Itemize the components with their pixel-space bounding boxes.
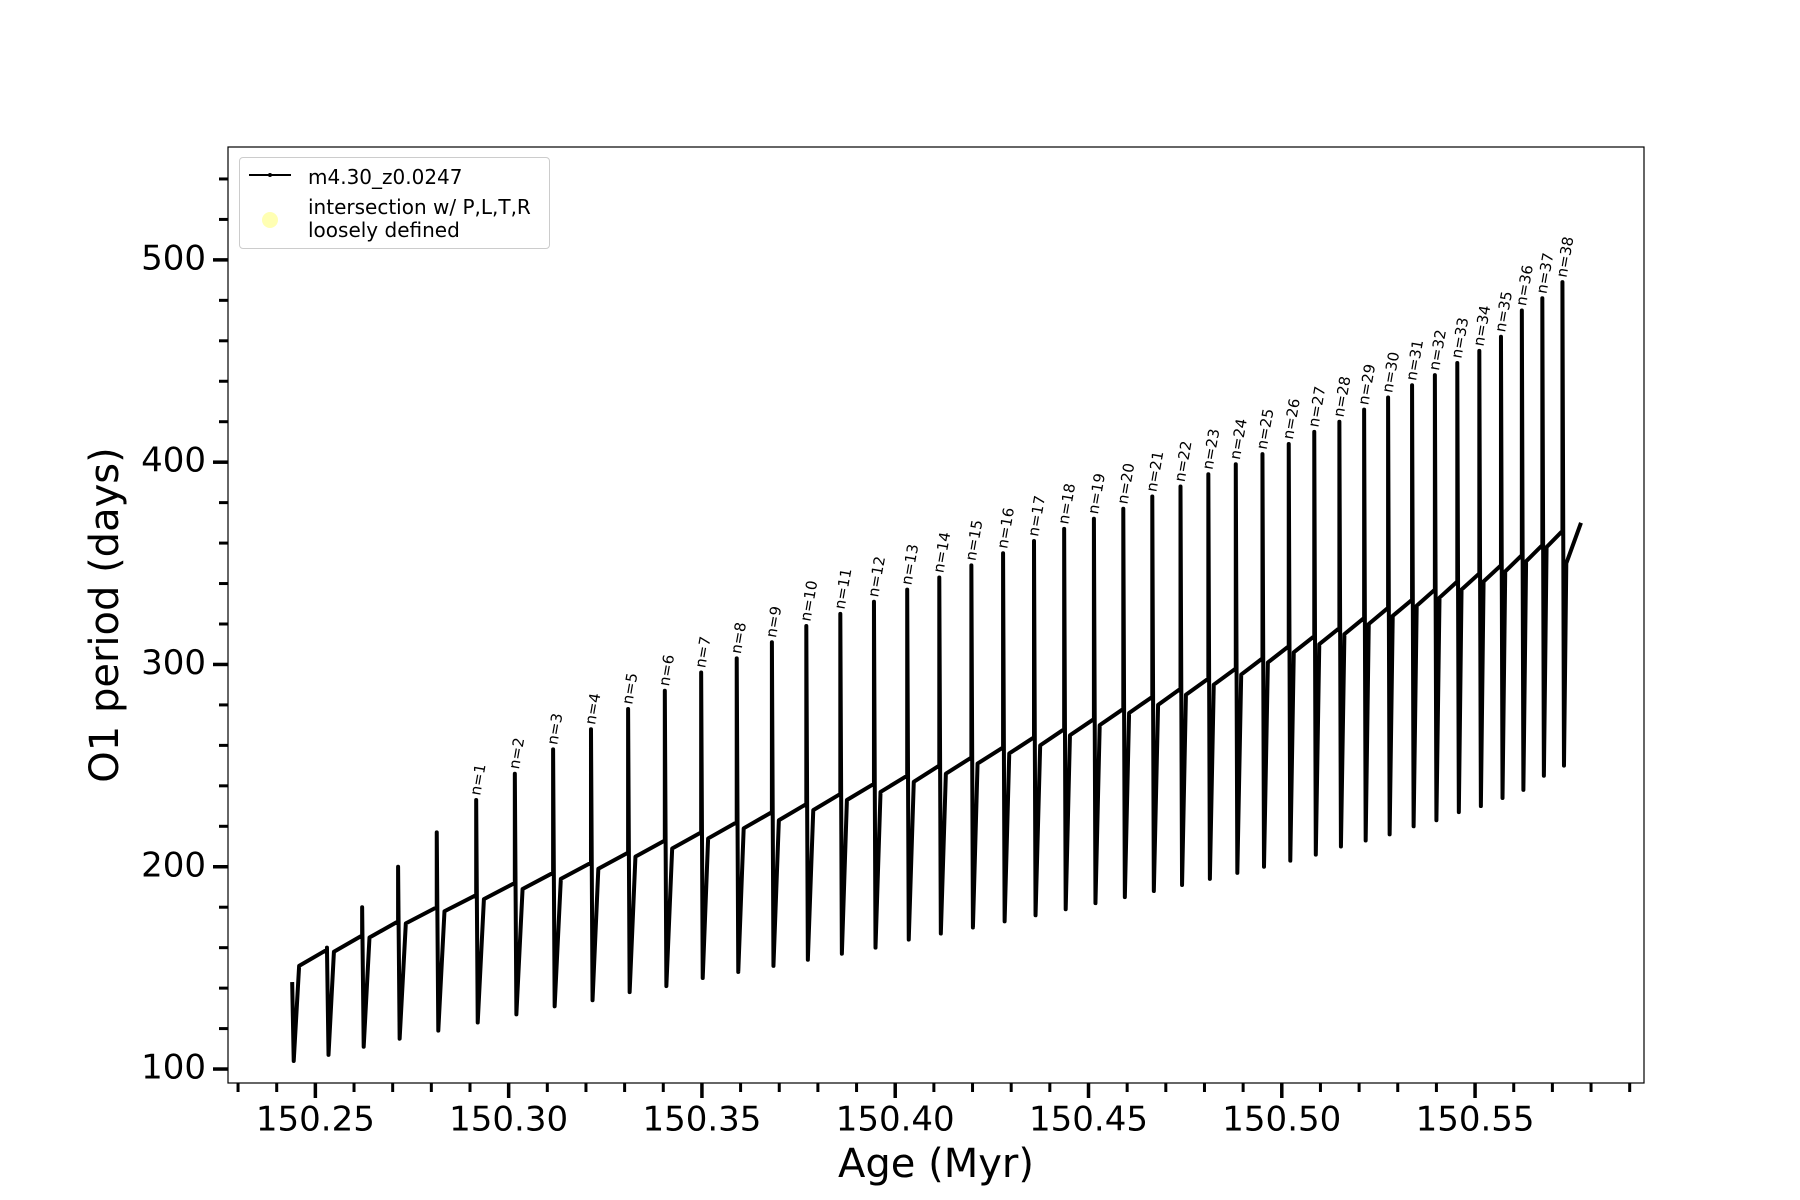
- x-axis-label: Age (Myr): [838, 1141, 1034, 1187]
- annotation: n=13: [897, 543, 922, 587]
- annotation: n=29: [1354, 363, 1379, 407]
- annotation: n=33: [1448, 316, 1473, 360]
- annotation-label: n=33: [1448, 316, 1473, 360]
- annotation: n=18: [1054, 482, 1079, 526]
- x-tick-label: 150.25: [256, 1100, 375, 1140]
- annotation-label: n=20: [1114, 462, 1139, 506]
- annotation-label: n=13: [897, 543, 922, 587]
- annotation: n=38: [1553, 235, 1578, 279]
- data-line: [290, 280, 1583, 1063]
- annotation-label: n=14: [929, 530, 954, 574]
- annotation-label: n=23: [1199, 427, 1224, 471]
- y-axis-label: O1 period (days): [82, 447, 128, 782]
- annotation: n=6: [655, 653, 678, 687]
- x-tick-label: 150.40: [836, 1100, 955, 1140]
- y-tick-label: 300: [141, 643, 206, 683]
- annotation: n=8: [727, 621, 750, 655]
- annotation: n=11: [831, 567, 856, 611]
- annotation: n=25: [1253, 407, 1278, 451]
- annotation: n=34: [1470, 304, 1495, 348]
- annotation-label: n=1: [466, 762, 489, 796]
- annotation-label: n=17: [1024, 494, 1049, 538]
- y-tick-label: 500: [141, 238, 206, 278]
- legend-label: intersection w/ P,L,T,R loosely defined: [308, 195, 531, 242]
- annotation-label: n=8: [727, 621, 750, 655]
- annotation: n=4: [581, 692, 604, 726]
- annotation: n=7: [691, 635, 714, 669]
- annotation: n=32: [1425, 328, 1450, 372]
- annotation-label: n=18: [1054, 482, 1079, 526]
- legend-label: m4.30_z0.0247: [308, 165, 463, 189]
- annotation: n=1: [466, 762, 489, 796]
- annotation-label: n=4: [581, 692, 604, 726]
- annotation: n=20: [1114, 462, 1139, 506]
- annotation-label: n=31: [1402, 338, 1427, 382]
- annotation-label: n=5: [618, 671, 641, 705]
- annotation-label: n=21: [1142, 450, 1167, 494]
- annotation-label: n=32: [1425, 328, 1450, 372]
- annotation: n=9: [762, 605, 785, 639]
- x-tick-label: 150.55: [1416, 1100, 1535, 1140]
- annotation: n=30: [1378, 350, 1403, 394]
- annotation-label: n=2: [505, 736, 528, 770]
- annotation-label: n=6: [655, 653, 678, 687]
- annotation: n=28: [1330, 375, 1355, 419]
- annotation: n=21: [1142, 450, 1167, 494]
- annotation-label: n=19: [1084, 472, 1109, 516]
- annotation-label: n=3: [543, 712, 566, 746]
- y-tick-label: 100: [141, 1048, 206, 1088]
- annotation-label: n=7: [691, 635, 714, 669]
- annotation: n=2: [505, 736, 528, 770]
- x-tick-label: 150.50: [1222, 1100, 1341, 1140]
- annotation-label: n=12: [864, 555, 889, 599]
- annotation-label: n=10: [797, 579, 822, 623]
- annotation-label: n=29: [1354, 363, 1379, 407]
- annotation: n=24: [1226, 417, 1251, 461]
- annotation: n=26: [1279, 397, 1304, 441]
- annotation-label: n=9: [762, 605, 785, 639]
- annotation: n=3: [543, 712, 566, 746]
- annotation-label: n=15: [962, 518, 987, 562]
- y-tick-label: 200: [141, 845, 206, 885]
- x-tick-label: 150.45: [1029, 1100, 1148, 1140]
- annotation-label: n=27: [1304, 385, 1329, 429]
- annotation: n=12: [864, 555, 889, 599]
- annotation-label: n=28: [1330, 375, 1355, 419]
- annotation: n=15: [962, 518, 987, 562]
- annotation-label: n=30: [1378, 350, 1403, 394]
- annotation: n=17: [1024, 494, 1049, 538]
- annotation-label: n=26: [1279, 397, 1304, 441]
- legend-marker: [268, 173, 272, 177]
- annotation: n=27: [1304, 385, 1329, 429]
- annotation: n=16: [993, 506, 1018, 550]
- annotation: n=22: [1171, 439, 1196, 483]
- legend-swatches: [249, 173, 291, 228]
- annotation-label: n=24: [1226, 417, 1251, 461]
- annotation: n=35: [1491, 290, 1516, 334]
- annotation-label: n=22: [1171, 439, 1196, 483]
- annotation: n=31: [1402, 338, 1427, 382]
- legend-marker: [262, 212, 278, 228]
- annotation-label: n=16: [993, 506, 1018, 550]
- annotation: n=10: [797, 579, 822, 623]
- y-tick-label: 400: [141, 441, 206, 481]
- plot-frame: [227, 146, 1645, 1084]
- annotation: n=5: [618, 671, 641, 705]
- annotation: n=23: [1199, 427, 1224, 471]
- annotation: n=19: [1084, 472, 1109, 516]
- legend: m4.30_z0.0247 intersection w/ P,L,T,R loo…: [239, 157, 550, 249]
- x-tick-label: 150.35: [642, 1100, 761, 1140]
- annotation-label: n=35: [1491, 290, 1516, 334]
- annotation-label: n=25: [1253, 407, 1278, 451]
- annotation: n=14: [929, 530, 954, 574]
- annotation-label: n=11: [831, 567, 856, 611]
- annotation-label: n=38: [1553, 235, 1578, 279]
- x-tick-label: 150.30: [449, 1100, 568, 1140]
- annotation-label: n=34: [1470, 304, 1495, 348]
